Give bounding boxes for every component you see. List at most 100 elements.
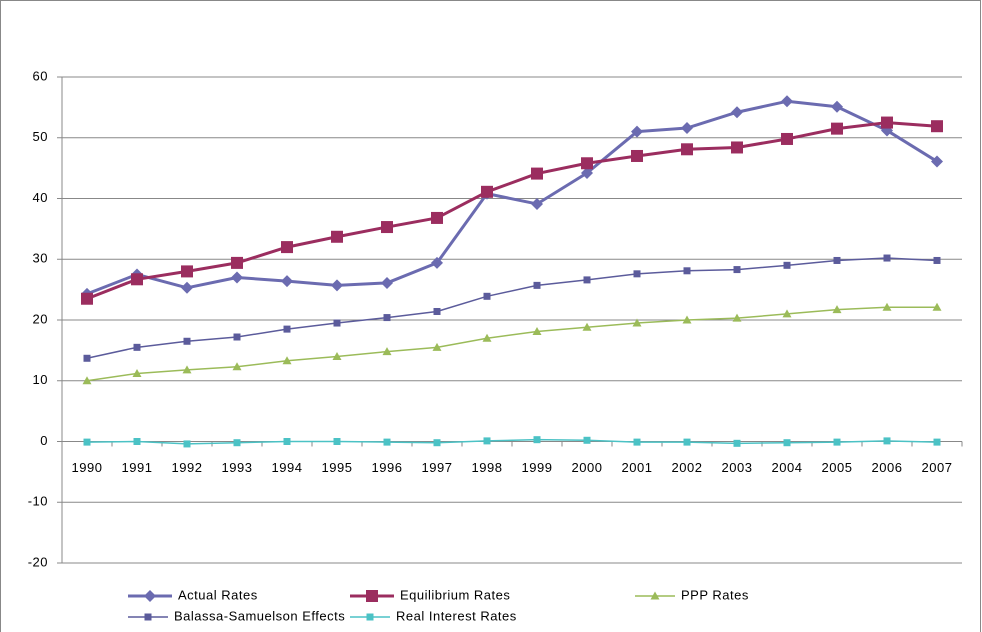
x-tick-label: 1999 — [522, 460, 553, 475]
x-tick-label: 1997 — [422, 460, 453, 475]
marker — [183, 440, 191, 448]
marker — [533, 281, 541, 289]
marker — [233, 439, 241, 447]
marker — [231, 271, 243, 284]
marker — [633, 270, 641, 278]
series-line — [86, 306, 937, 382]
marker — [781, 132, 793, 145]
x-tick-label: 2001 — [622, 460, 653, 475]
marker — [681, 143, 693, 156]
y-tick-label: 0 — [40, 433, 48, 448]
marker — [932, 302, 942, 311]
y-tick-label: 30 — [33, 251, 48, 266]
marker — [81, 292, 93, 305]
marker — [333, 319, 341, 327]
marker — [631, 149, 643, 162]
marker — [233, 333, 241, 341]
marker — [733, 266, 741, 274]
marker — [531, 167, 543, 180]
series-line — [86, 438, 938, 445]
marker — [883, 254, 891, 262]
x-tick-label: 1994 — [272, 460, 303, 475]
x-tick-label: 1995 — [322, 460, 353, 475]
marker — [933, 438, 941, 446]
y-tick-label: 40 — [33, 190, 48, 205]
marker — [781, 95, 793, 108]
marker — [833, 438, 841, 446]
marker — [883, 437, 891, 445]
marker — [581, 166, 593, 179]
marker — [331, 279, 343, 292]
marker — [182, 365, 192, 374]
x-tick-label: 2004 — [772, 460, 803, 475]
marker — [931, 120, 943, 133]
marker — [232, 362, 242, 371]
series-line — [86, 257, 938, 360]
marker — [181, 281, 193, 294]
marker — [82, 376, 92, 385]
marker — [733, 439, 741, 447]
marker — [431, 211, 443, 224]
marker — [931, 155, 943, 168]
marker — [683, 438, 691, 446]
marker — [933, 256, 941, 264]
marker — [483, 437, 491, 445]
marker — [732, 313, 742, 322]
marker — [532, 327, 542, 336]
marker — [283, 325, 291, 333]
y-tick-label: 10 — [33, 372, 48, 387]
marker — [531, 197, 543, 210]
x-tick-label: 2005 — [822, 460, 853, 475]
marker — [382, 347, 392, 356]
x-tick-label: 1996 — [372, 460, 403, 475]
marker — [231, 256, 243, 269]
marker — [731, 106, 743, 119]
marker — [83, 354, 91, 362]
marker — [681, 122, 693, 135]
marker — [782, 309, 792, 318]
marker — [366, 590, 378, 602]
legend-label: Equilibrium Rates — [400, 587, 510, 602]
marker — [631, 125, 643, 138]
marker — [833, 256, 841, 264]
x-tick-label: 1993 — [222, 460, 253, 475]
marker — [583, 276, 591, 284]
x-tick-label: 1991 — [122, 460, 153, 475]
marker — [533, 436, 541, 444]
x-tick-label: 2002 — [672, 460, 703, 475]
marker — [281, 241, 293, 254]
marker — [331, 230, 343, 243]
marker — [332, 351, 342, 360]
y-tick-label: 50 — [33, 129, 48, 144]
legend-label: Actual Rates — [178, 587, 258, 602]
marker — [633, 438, 641, 446]
marker — [281, 275, 293, 288]
marker — [831, 100, 843, 113]
y-tick-label: 60 — [33, 68, 48, 83]
marker — [783, 439, 791, 447]
x-tick-label: 2006 — [872, 460, 903, 475]
y-tick-label: -10 — [28, 494, 48, 509]
marker — [83, 438, 91, 446]
marker — [650, 591, 660, 600]
series-line — [86, 99, 938, 296]
marker — [482, 333, 492, 342]
marker — [832, 305, 842, 314]
marker — [381, 221, 393, 234]
legend-label: Real Interest Rates — [396, 608, 517, 623]
marker — [433, 439, 441, 447]
marker — [483, 292, 491, 300]
marker — [433, 307, 441, 315]
marker — [882, 302, 892, 311]
marker — [432, 342, 442, 351]
marker — [683, 267, 691, 275]
legend-label: PPP Rates — [681, 587, 749, 602]
x-tick-label: 1998 — [472, 460, 503, 475]
marker — [282, 356, 292, 365]
marker — [183, 337, 191, 345]
marker — [383, 438, 391, 446]
x-tick-label: 2007 — [922, 460, 953, 475]
marker — [881, 116, 893, 129]
